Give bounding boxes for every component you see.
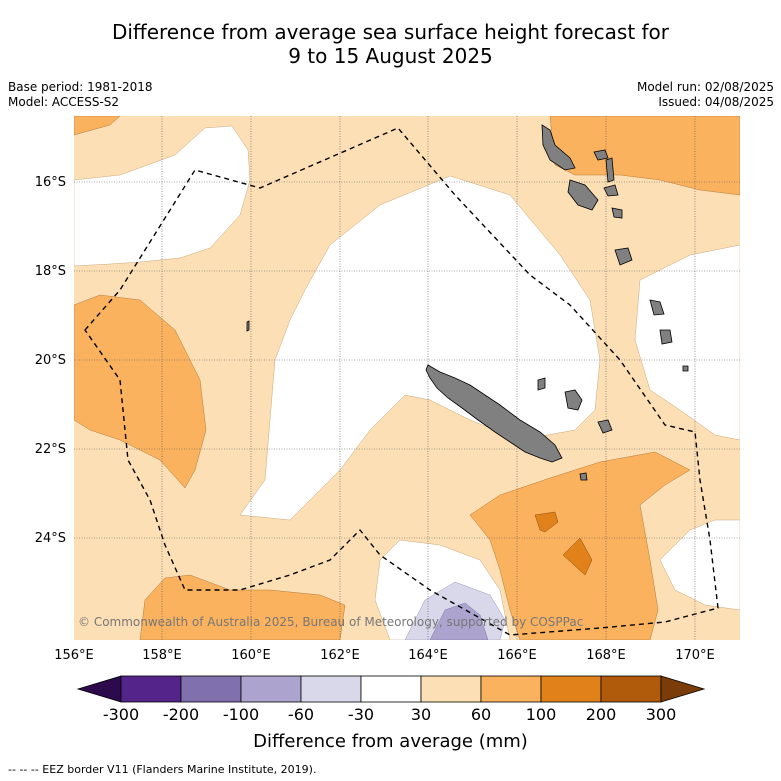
lon-tick-160e: 160°E bbox=[231, 648, 271, 663]
anomaly-60-100-south bbox=[139, 574, 346, 640]
chart-title: Difference from average sea surface heig… bbox=[0, 20, 781, 68]
cb-tick-2: -100 bbox=[223, 705, 259, 724]
vanuatu-island-c bbox=[603, 184, 619, 197]
colorbar-bin-7 bbox=[540, 675, 602, 703]
vanuatu-tanna bbox=[649, 299, 665, 316]
lat-tick-18s: 18°S bbox=[35, 264, 66, 279]
copyright-notice: © Commonwealth of Australia 2025, Bureau… bbox=[78, 615, 583, 629]
lat-tick-24s: 24°S bbox=[35, 531, 66, 546]
vanuatu-island-b bbox=[605, 157, 615, 183]
vanuatu-efate bbox=[611, 207, 623, 219]
anomaly-neutral-east bbox=[634, 244, 740, 441]
meta-right: Model run: 02/08/2025 Issued: 04/08/2025 bbox=[637, 80, 774, 110]
meta-left: Base period: 1981-2018 Model: ACCESS-S2 bbox=[8, 80, 153, 110]
cb-tick-8: 200 bbox=[586, 705, 617, 724]
lon-tick-162e: 162°E bbox=[320, 648, 360, 663]
anomaly-100-200-b bbox=[562, 537, 593, 576]
colorbar-tick-labels: -300 -200 -100 -60 -30 30 60 100 200 300 bbox=[103, 705, 676, 724]
vanuatu-malekula bbox=[567, 179, 599, 211]
loyalty-island-3 bbox=[537, 377, 546, 391]
cb-tick-5: 30 bbox=[411, 705, 431, 724]
cb-tick-9: 300 bbox=[646, 705, 677, 724]
matthew-island bbox=[579, 472, 588, 481]
loyalty-island-1 bbox=[564, 389, 583, 411]
cb-tick-3: -60 bbox=[288, 705, 314, 724]
lat-tick-22s: 22°S bbox=[35, 442, 66, 457]
colorbar-under-triangle bbox=[76, 675, 122, 703]
vanuatu-aneityum bbox=[659, 329, 673, 345]
anomaly-60-100-nw-corner bbox=[74, 116, 121, 136]
anomaly-neg-60-100 bbox=[429, 602, 489, 640]
gridlines bbox=[74, 116, 740, 640]
lat-tick-16s: 16°S bbox=[35, 175, 66, 190]
colorbar-bin-5 bbox=[420, 675, 482, 703]
walpole-island bbox=[682, 365, 689, 372]
colorbar-bin-6 bbox=[480, 675, 542, 703]
anomaly-60-100-west bbox=[74, 294, 207, 489]
anomaly-60-100-ne bbox=[549, 116, 740, 196]
lat-tick-20s: 20°S bbox=[35, 353, 66, 368]
cb-tick-6: 60 bbox=[471, 705, 491, 724]
model-run: Model run: 02/08/2025 bbox=[636, 80, 774, 94]
base-period: Base period: 1981-2018 bbox=[8, 80, 153, 94]
colorbar-bin-8 bbox=[600, 675, 662, 703]
model-name: Model: ACCESS-S2 bbox=[8, 95, 120, 109]
loyalty-island-2 bbox=[597, 419, 613, 434]
new-caledonia-island bbox=[425, 364, 563, 463]
vanuatu-erromango bbox=[614, 247, 633, 266]
colorbar-bin-0 bbox=[120, 675, 182, 703]
colorbar-bin-3 bbox=[300, 675, 362, 703]
cb-tick-7: 100 bbox=[526, 705, 557, 724]
eez-legend-note: -- -- -- EEZ border V11 (Flanders Marine… bbox=[8, 763, 317, 776]
lon-tick-164e: 164°E bbox=[408, 648, 448, 663]
eez-border bbox=[84, 127, 719, 636]
anomaly-100-200-a bbox=[534, 511, 559, 533]
colorbar-bin-1 bbox=[180, 675, 242, 703]
chesterfield-islet bbox=[246, 320, 250, 332]
cb-tick-0: -300 bbox=[103, 705, 139, 724]
colorbar-bin-4 bbox=[360, 675, 422, 703]
colorbar bbox=[76, 675, 706, 703]
colorbar-bin-2 bbox=[240, 675, 302, 703]
anomaly-neutral-se bbox=[659, 519, 740, 611]
map-plot-area: © Commonwealth of Australia 2025, Bureau… bbox=[74, 116, 740, 640]
title-line-1: Difference from average sea surface heig… bbox=[111, 20, 670, 44]
issued-date: Issued: 04/08/2025 bbox=[658, 95, 774, 109]
lat-labels: 16°S 18°S 20°S 22°S 24°S bbox=[35, 175, 66, 546]
lon-tick-156e: 156°E bbox=[54, 648, 94, 663]
lon-labels: 156°E 158°E 160°E 162°E 164°E 166°E 168°… bbox=[54, 648, 715, 663]
colorbar-over-triangle bbox=[660, 675, 706, 703]
cb-tick-4: -30 bbox=[348, 705, 374, 724]
lon-tick-166e: 166°E bbox=[497, 648, 537, 663]
lon-tick-170e: 170°E bbox=[675, 648, 715, 663]
lon-tick-158e: 158°E bbox=[142, 648, 182, 663]
lon-tick-168e: 168°E bbox=[586, 648, 626, 663]
title-line-2: 9 to 15 August 2025 bbox=[288, 44, 493, 68]
colorbar-title: Difference from average (mm) bbox=[253, 731, 528, 752]
vanuatu-island-a bbox=[593, 149, 609, 161]
vanuatu-espiritu-santo bbox=[541, 124, 576, 171]
cb-tick-1: -200 bbox=[163, 705, 199, 724]
